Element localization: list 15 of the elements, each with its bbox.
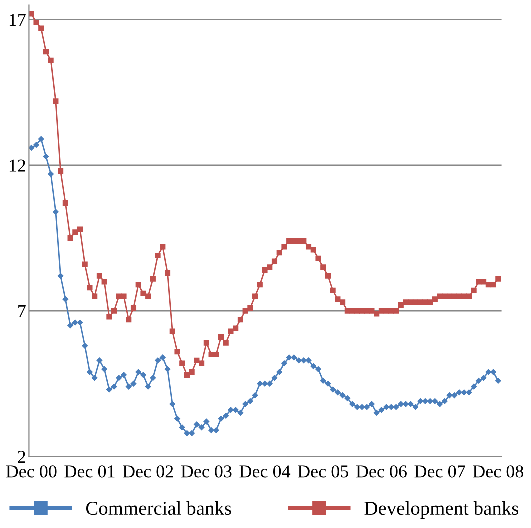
legend-label: Development banks xyxy=(364,501,519,520)
x-tick-label: Dec 03 xyxy=(181,466,232,478)
x-tick-label: Dec 05 xyxy=(298,466,348,478)
y-tick-label: 17 xyxy=(10,14,26,26)
x-tick-label: Dec 04 xyxy=(240,466,291,478)
y-tick-label: 12 xyxy=(10,160,26,172)
x-tick-label: Dec 00 xyxy=(6,466,57,478)
x-tick-label: Dec 08 xyxy=(473,466,524,478)
x-tick-label: Dec 06 xyxy=(356,466,407,478)
x-tick-label: Dec 01 xyxy=(64,466,115,478)
x-tick-label: Dec 02 xyxy=(123,466,174,478)
y-tick-label: 2 xyxy=(18,451,26,463)
legend-label: Commercial banks xyxy=(86,501,232,516)
y-tick-label: 7 xyxy=(18,306,26,318)
x-tick-label: Dec 07 xyxy=(414,466,466,478)
